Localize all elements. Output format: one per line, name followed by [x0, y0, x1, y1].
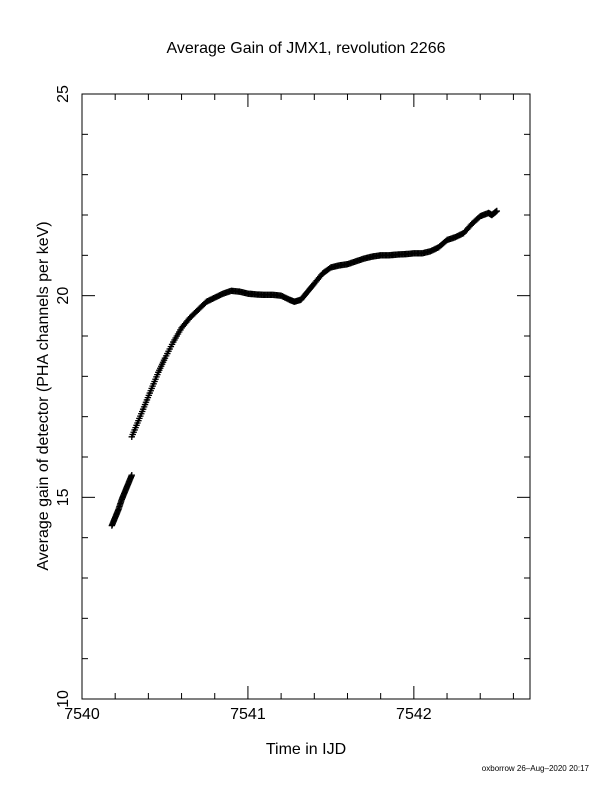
- x-tick-label: 7540: [64, 706, 100, 723]
- y-tick-label: 25: [55, 85, 72, 103]
- y-tick-label: 10: [55, 690, 72, 708]
- plot-frame: [81, 93, 531, 700]
- data-marker: [493, 207, 501, 215]
- chart-title: Average Gain of JMX1, revolution 2266: [167, 40, 446, 57]
- y-axis-label: Average gain of detector (PHA channels p…: [35, 221, 52, 570]
- x-axis-label: Time in IJD: [266, 741, 346, 758]
- x-axis-ticks: [81, 94, 514, 699]
- y-tick-label: 15: [55, 488, 72, 506]
- x-tick-label: 7541: [230, 706, 266, 723]
- y-tick-label: 20: [55, 287, 72, 305]
- data-marker: [128, 471, 135, 479]
- x-axis-tick-labels: 7540 7541 7542: [64, 706, 432, 723]
- x-tick-label: 7542: [396, 706, 432, 723]
- data-markers: [108, 207, 501, 529]
- y-axis-tick-labels: 10 15 20 25: [55, 85, 72, 708]
- plot-frame-group: [81, 93, 531, 700]
- footer-credit: oxborrow 26–Aug–2020 20:17: [482, 764, 590, 773]
- y-axis-ticks: [82, 93, 530, 700]
